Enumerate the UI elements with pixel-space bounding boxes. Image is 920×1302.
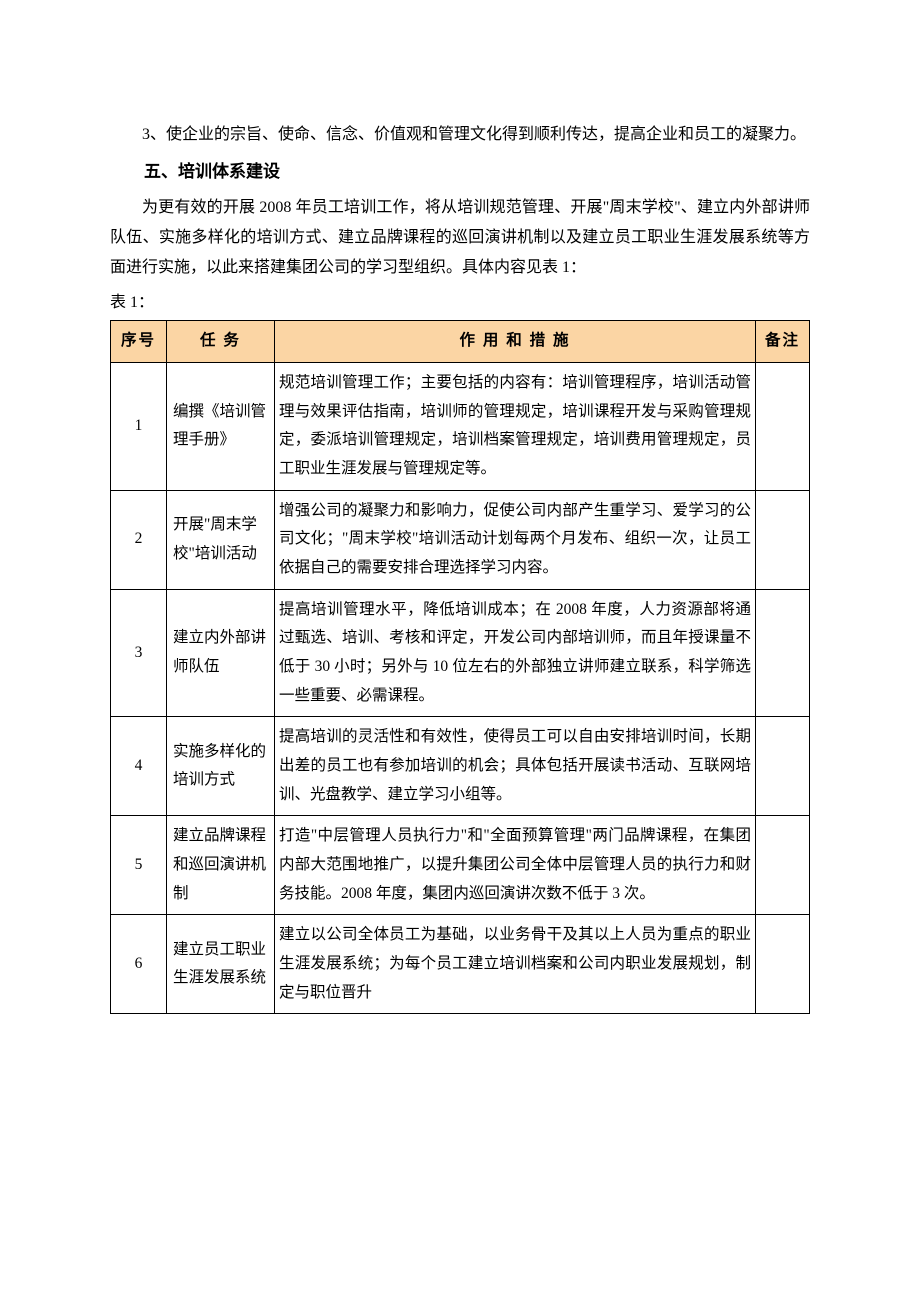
cell-task: 建立品牌课程和巡回演讲机制 [167, 816, 275, 915]
table-row: 2 开展"周末学校"培训活动 增强公司的凝聚力和影响力，促使公司内部产生重学习、… [111, 490, 810, 589]
cell-note [756, 490, 810, 589]
cell-action: 增强公司的凝聚力和影响力，促使公司内部产生重学习、爱学习的公司文化；"周末学校"… [275, 490, 756, 589]
cell-action: 打造"中层管理人员执行力"和"全面预算管理"两门品牌课程，在集团内部大范围地推广… [275, 816, 756, 915]
col-header-task: 任 务 [167, 321, 275, 363]
cell-note [756, 816, 810, 915]
cell-task: 开展"周末学校"培训活动 [167, 490, 275, 589]
table-row: 4 实施多样化的培训方式 提高培训的灵活性和有效性，使得员工可以自由安排培训时间… [111, 717, 810, 816]
cell-task: 建立内外部讲师队伍 [167, 589, 275, 717]
col-header-action: 作 用 和 措 施 [275, 321, 756, 363]
table-row: 5 建立品牌课程和巡回演讲机制 打造"中层管理人员执行力"和"全面预算管理"两门… [111, 816, 810, 915]
cell-task: 实施多样化的培训方式 [167, 717, 275, 816]
cell-action: 提高培训管理水平，降低培训成本；在 2008 年度，人力资源部将通过甄选、培训、… [275, 589, 756, 717]
col-header-seq: 序号 [111, 321, 167, 363]
cell-task: 编撰《培训管理手册》 [167, 362, 275, 490]
cell-action: 规范培训管理工作；主要包括的内容有：培训管理程序，培训活动管理与效果评估指南，培… [275, 362, 756, 490]
cell-note [756, 589, 810, 717]
cell-action: 建立以公司全体员工为基础，以业务骨干及其以上人员为重点的职业生涯发展系统；为每个… [275, 915, 756, 1014]
cell-note [756, 717, 810, 816]
table-row: 6 建立员工职业生涯发展系统 建立以公司全体员工为基础，以业务骨干及其以上人员为… [111, 915, 810, 1014]
table-label: 表 1： [110, 288, 810, 318]
cell-note [756, 915, 810, 1014]
training-table: 序号 任 务 作 用 和 措 施 备注 1 编撰《培训管理手册》 规范培训管理工… [110, 320, 810, 1014]
cell-seq: 1 [111, 362, 167, 490]
cell-action: 提高培训的灵活性和有效性，使得员工可以自由安排培训时间，长期出差的员工也有参加培… [275, 717, 756, 816]
paragraph-3: 3、使企业的宗旨、使命、信念、价值观和管理文化得到顺利传达，提高企业和员工的凝聚… [110, 120, 810, 150]
table-row: 1 编撰《培训管理手册》 规范培训管理工作；主要包括的内容有：培训管理程序，培训… [111, 362, 810, 490]
cell-seq: 6 [111, 915, 167, 1014]
cell-note [756, 362, 810, 490]
section-heading-5: 五、培训体系建设 [110, 156, 810, 188]
table-header-row: 序号 任 务 作 用 和 措 施 备注 [111, 321, 810, 363]
table-row: 3 建立内外部讲师队伍 提高培训管理水平，降低培训成本；在 2008 年度，人力… [111, 589, 810, 717]
cell-seq: 3 [111, 589, 167, 717]
cell-seq: 4 [111, 717, 167, 816]
cell-task: 建立员工职业生涯发展系统 [167, 915, 275, 1014]
cell-seq: 5 [111, 816, 167, 915]
cell-seq: 2 [111, 490, 167, 589]
col-header-note: 备注 [756, 321, 810, 363]
paragraph-body: 为更有效的开展 2008 年员工培训工作，将从培训规范管理、开展"周末学校"、建… [110, 193, 810, 284]
